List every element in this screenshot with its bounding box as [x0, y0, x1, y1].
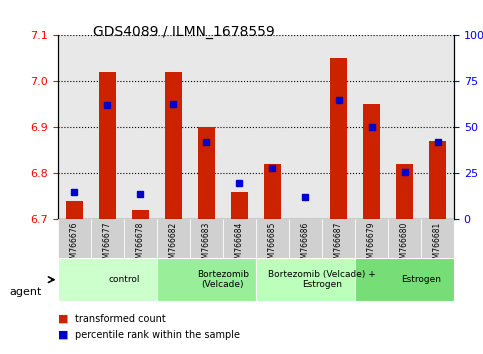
- Text: GSM766680: GSM766680: [400, 222, 409, 268]
- Bar: [132, 210, 149, 219]
- Bar: [264, 164, 281, 219]
- Text: Estrogen: Estrogen: [401, 275, 441, 284]
- FancyBboxPatch shape: [256, 219, 289, 258]
- Text: GSM766686: GSM766686: [301, 222, 310, 268]
- Bar: [198, 127, 215, 219]
- FancyBboxPatch shape: [91, 219, 124, 258]
- Bar: [99, 72, 116, 219]
- FancyBboxPatch shape: [256, 258, 355, 301]
- FancyBboxPatch shape: [190, 219, 223, 258]
- Text: percentile rank within the sample: percentile rank within the sample: [75, 330, 240, 339]
- Bar: [231, 192, 248, 219]
- FancyBboxPatch shape: [157, 219, 190, 258]
- Text: GSM766679: GSM766679: [367, 222, 376, 268]
- Bar: [363, 104, 380, 219]
- FancyBboxPatch shape: [157, 258, 256, 301]
- FancyBboxPatch shape: [289, 219, 322, 258]
- Text: GSM766684: GSM766684: [235, 222, 244, 268]
- Text: Bortezomib
(Velcade): Bortezomib (Velcade): [197, 270, 249, 289]
- FancyBboxPatch shape: [124, 219, 157, 258]
- FancyBboxPatch shape: [58, 219, 91, 258]
- Bar: [396, 164, 413, 219]
- FancyBboxPatch shape: [58, 258, 157, 301]
- FancyBboxPatch shape: [223, 219, 256, 258]
- Text: ■: ■: [58, 330, 69, 339]
- Text: GSM766677: GSM766677: [103, 222, 112, 268]
- Bar: [429, 141, 446, 219]
- Text: GSM766687: GSM766687: [334, 222, 343, 268]
- Text: GDS4089 / ILMN_1678559: GDS4089 / ILMN_1678559: [93, 25, 274, 39]
- Text: GSM766682: GSM766682: [169, 222, 178, 268]
- Text: GSM766685: GSM766685: [268, 222, 277, 268]
- Bar: [66, 201, 83, 219]
- Bar: [330, 58, 347, 219]
- Text: agent: agent: [10, 287, 42, 297]
- Bar: [165, 72, 182, 219]
- FancyBboxPatch shape: [421, 219, 454, 258]
- Text: ■: ■: [58, 314, 69, 324]
- Text: Bortezomib (Velcade) +
Estrogen: Bortezomib (Velcade) + Estrogen: [268, 270, 376, 289]
- Text: control: control: [108, 275, 140, 284]
- Text: transformed count: transformed count: [75, 314, 166, 324]
- FancyBboxPatch shape: [322, 219, 355, 258]
- Text: GSM766681: GSM766681: [433, 222, 442, 268]
- Text: GSM766678: GSM766678: [136, 222, 145, 268]
- FancyBboxPatch shape: [388, 219, 421, 258]
- Text: GSM766683: GSM766683: [202, 222, 211, 268]
- FancyBboxPatch shape: [355, 219, 388, 258]
- Text: GSM766676: GSM766676: [70, 222, 79, 268]
- FancyBboxPatch shape: [355, 258, 454, 301]
